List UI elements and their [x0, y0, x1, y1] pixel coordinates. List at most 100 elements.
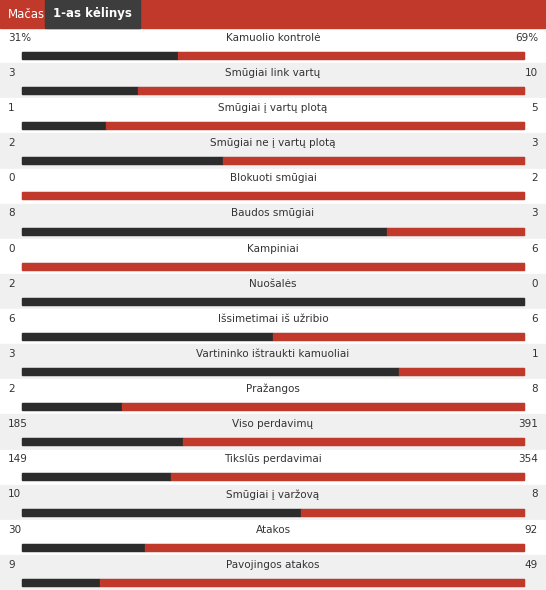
Text: 2: 2: [8, 138, 15, 148]
Bar: [0, 169, 546, 204]
Bar: [22, 52, 524, 59]
Text: 391: 391: [518, 419, 538, 429]
Text: Kamuolio kontrolė: Kamuolio kontrolė: [225, 33, 321, 43]
Text: 0: 0: [8, 244, 15, 254]
Bar: [171, 473, 524, 480]
Bar: [22, 509, 524, 516]
Bar: [22, 192, 524, 199]
Text: 185: 185: [8, 419, 28, 429]
Text: 3: 3: [531, 138, 538, 148]
Bar: [100, 579, 524, 586]
Bar: [22, 333, 273, 340]
Bar: [22, 403, 122, 410]
Bar: [22, 158, 223, 164]
Bar: [22, 438, 524, 445]
Bar: [22, 122, 106, 129]
Bar: [22, 543, 524, 550]
Text: 31%: 31%: [8, 33, 31, 43]
Bar: [22, 192, 524, 199]
Text: 1: 1: [8, 103, 15, 113]
Bar: [0, 0, 546, 28]
Bar: [0, 274, 546, 309]
Text: 3: 3: [8, 68, 15, 78]
Text: Pavojingos atakos: Pavojingos atakos: [226, 560, 320, 570]
Bar: [273, 333, 524, 340]
Text: 2: 2: [8, 384, 15, 394]
Text: Kampiniai: Kampiniai: [247, 244, 299, 254]
Bar: [183, 438, 524, 445]
Text: 9: 9: [8, 560, 15, 570]
Text: Tikslūs perdavimai: Tikslūs perdavimai: [224, 454, 322, 464]
Bar: [0, 309, 546, 344]
Bar: [22, 509, 301, 516]
Bar: [0, 555, 546, 590]
Bar: [0, 133, 546, 169]
Bar: [22, 122, 524, 129]
Text: 8: 8: [531, 490, 538, 500]
Text: 5: 5: [531, 103, 538, 113]
Bar: [22, 228, 387, 234]
Text: 2: 2: [531, 173, 538, 183]
Bar: [399, 368, 524, 375]
Bar: [22, 87, 138, 94]
Bar: [22, 473, 171, 480]
Bar: [22, 403, 524, 410]
Bar: [22, 298, 524, 305]
Bar: [22, 579, 100, 586]
Bar: [22, 263, 524, 270]
Text: 8: 8: [531, 384, 538, 394]
Bar: [301, 509, 524, 516]
Bar: [177, 52, 524, 59]
Bar: [22, 473, 524, 480]
Text: Viso perdavimų: Viso perdavimų: [233, 419, 313, 429]
Text: Blokuoti smūgiai: Blokuoti smūgiai: [229, 173, 317, 183]
Text: 6: 6: [531, 244, 538, 254]
Bar: [0, 450, 546, 484]
Text: 2: 2: [8, 278, 15, 289]
Bar: [0, 28, 546, 63]
Bar: [0, 520, 546, 555]
Bar: [22, 228, 524, 234]
Text: Nuošalės: Nuošalės: [250, 278, 296, 289]
Text: 69%: 69%: [515, 33, 538, 43]
Bar: [138, 87, 524, 94]
Bar: [0, 204, 546, 239]
Bar: [22, 368, 399, 375]
Bar: [223, 158, 524, 164]
Bar: [0, 414, 546, 450]
Bar: [22, 543, 145, 550]
Bar: [0, 99, 546, 133]
Text: Atakos: Atakos: [256, 525, 290, 535]
Text: 6: 6: [8, 314, 15, 324]
Bar: [22, 368, 524, 375]
Bar: [0, 344, 546, 379]
Text: 1-as kėlinys: 1-as kėlinys: [53, 8, 132, 21]
Text: Pražangos: Pražangos: [246, 384, 300, 394]
Bar: [45, 0, 140, 28]
Text: 1: 1: [531, 349, 538, 359]
Bar: [0, 484, 546, 520]
Bar: [22, 158, 524, 164]
Bar: [22, 298, 524, 305]
Bar: [0, 379, 546, 414]
Bar: [22, 579, 524, 586]
Text: Baudos smūgiai: Baudos smūgiai: [232, 208, 314, 218]
Text: 354: 354: [518, 454, 538, 464]
Text: 6: 6: [531, 314, 538, 324]
Bar: [122, 403, 524, 410]
Bar: [22, 52, 177, 59]
Text: Smūgiai į varžovą: Smūgiai į varžovą: [227, 489, 319, 500]
Bar: [0, 239, 546, 274]
Text: 3: 3: [8, 349, 15, 359]
Text: 49: 49: [525, 560, 538, 570]
Bar: [22, 87, 524, 94]
Text: 10: 10: [8, 490, 21, 500]
Bar: [106, 122, 524, 129]
Text: 92: 92: [525, 525, 538, 535]
Text: 3: 3: [531, 208, 538, 218]
Text: Išsimetimai iš užribio: Išsimetimai iš užribio: [218, 314, 328, 324]
Text: Smūgiai į vartų plotą: Smūgiai į vartų plotą: [218, 103, 328, 113]
Text: 8: 8: [8, 208, 15, 218]
Text: 30: 30: [8, 525, 21, 535]
Bar: [145, 543, 524, 550]
